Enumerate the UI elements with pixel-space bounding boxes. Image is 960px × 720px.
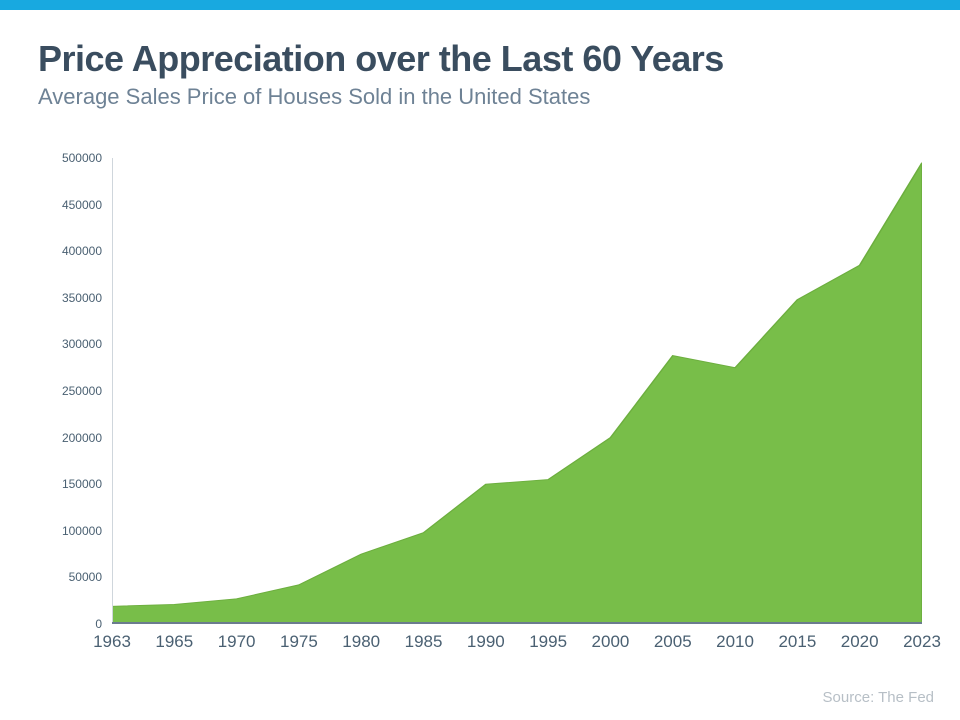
x-tick-label: 1980	[342, 632, 380, 652]
x-axis-line	[112, 622, 922, 624]
x-tick-label: 2015	[778, 632, 816, 652]
source-caption: Source: The Fed	[823, 689, 934, 706]
y-tick-label: 300000	[52, 337, 102, 351]
y-tick-label: 50000	[52, 570, 102, 584]
chart-frame: Price Appreciation over the Last 60 Year…	[0, 0, 960, 720]
y-axis-line	[112, 158, 113, 624]
x-axis-labels: 1963196519701975198019851990199520002005…	[112, 628, 922, 652]
y-tick-label: 450000	[52, 198, 102, 212]
y-tick-label: 200000	[52, 431, 102, 445]
x-tick-label: 1963	[93, 632, 131, 652]
area-fill	[112, 158, 922, 624]
chart-subtitle: Average Sales Price of Houses Sold in th…	[38, 84, 922, 110]
y-tick-label: 500000	[52, 151, 102, 165]
x-tick-label: 2023	[903, 632, 941, 652]
x-tick-label: 1965	[155, 632, 193, 652]
x-tick-label: 2010	[716, 632, 754, 652]
y-axis-labels: 0500001000001500002000002500003000003500…	[58, 158, 108, 624]
x-tick-label: 1975	[280, 632, 318, 652]
x-tick-label: 1985	[405, 632, 443, 652]
chart-title: Price Appreciation over the Last 60 Year…	[38, 38, 922, 80]
x-tick-label: 1995	[529, 632, 567, 652]
y-tick-label: 100000	[52, 524, 102, 538]
y-tick-label: 150000	[52, 477, 102, 491]
x-tick-label: 2005	[654, 632, 692, 652]
x-tick-label: 1990	[467, 632, 505, 652]
chart-area: 0500001000001500002000002500003000003500…	[58, 150, 932, 652]
plot-region	[112, 158, 922, 624]
y-tick-label: 250000	[52, 384, 102, 398]
y-tick-label: 350000	[52, 291, 102, 305]
x-tick-label: 2000	[592, 632, 630, 652]
y-tick-label: 0	[52, 617, 102, 631]
x-tick-label: 2020	[841, 632, 879, 652]
y-tick-label: 400000	[52, 244, 102, 258]
x-tick-label: 1970	[218, 632, 256, 652]
header: Price Appreciation over the Last 60 Year…	[0, 10, 960, 114]
